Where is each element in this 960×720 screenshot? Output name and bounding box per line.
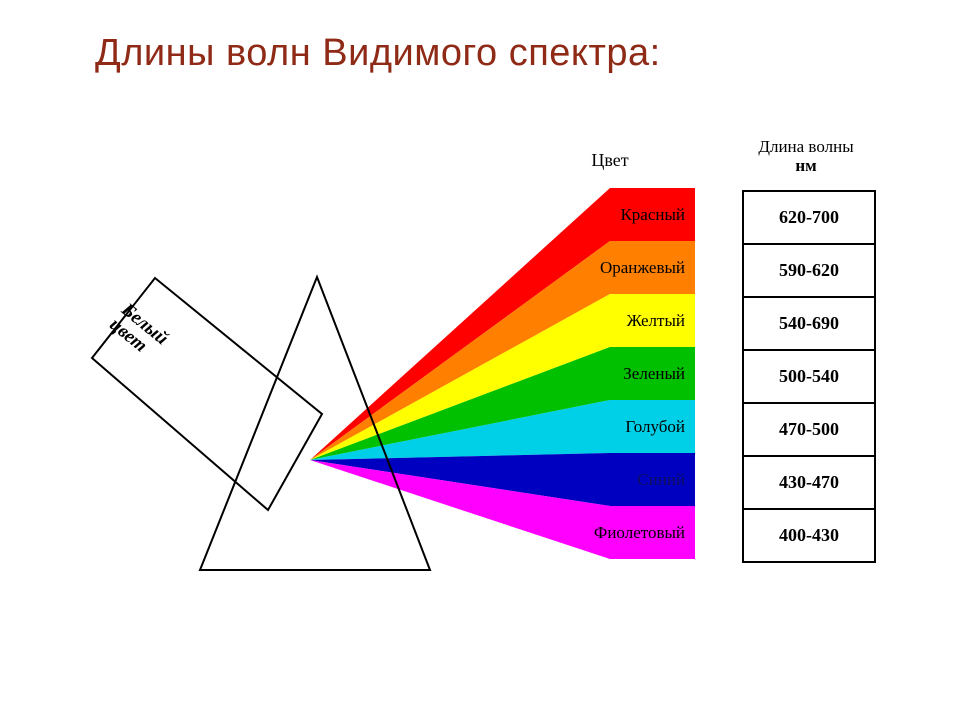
wavelength-cell-5: 430-470 <box>743 456 875 509</box>
spectrum-label-2: Желтый <box>535 311 685 331</box>
wavelength-cell-1: 590-620 <box>743 244 875 297</box>
spectrum-label-0: Красный <box>535 205 685 225</box>
spectrum-label-6: Фиолетовый <box>535 523 685 543</box>
wavelength-table: 620-700590-620540-690500-540470-500430-4… <box>742 190 876 563</box>
wavelength-cell-3: 500-540 <box>743 350 875 403</box>
spectrum-label-4: Голубой <box>535 417 685 437</box>
wavelength-cell-4: 470-500 <box>743 403 875 456</box>
wavelength-cell-0: 620-700 <box>743 191 875 244</box>
spectrum-label-3: Зеленый <box>535 364 685 384</box>
wavelength-header-unit: нм <box>742 157 870 176</box>
spectrum-label-1: Оранжевый <box>535 258 685 278</box>
color-column-header: Цвет <box>550 150 670 171</box>
spectrum-label-5: Синий <box>535 470 685 490</box>
wavelength-cell-6: 400-430 <box>743 509 875 562</box>
wavelength-cell-2: 540-690 <box>743 297 875 350</box>
wavelength-header-text: Длина волны <box>758 137 853 156</box>
wavelength-column-header: Длина волны нм <box>742 138 870 175</box>
